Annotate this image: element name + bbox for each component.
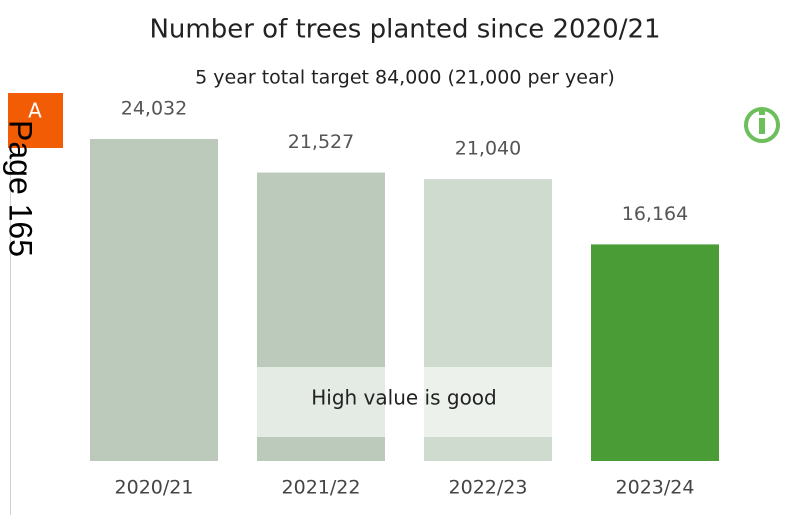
info-icon[interactable] bbox=[744, 107, 780, 143]
value-label: 21,527 bbox=[288, 131, 354, 153]
chart-subtitle: 5 year total target 84,000 (21,000 per y… bbox=[195, 67, 615, 89]
annotation: High value is good bbox=[311, 386, 497, 410]
chart-title: Number of trees planted since 2020/21 bbox=[149, 15, 660, 45]
x-tick-label: 2021/22 bbox=[282, 477, 361, 499]
value-label: 24,032 bbox=[121, 97, 187, 119]
x-tick-label: 2023/24 bbox=[616, 477, 695, 499]
value-label: 16,164 bbox=[622, 203, 688, 225]
info-circle[interactable] bbox=[744, 107, 780, 143]
bar bbox=[591, 244, 719, 461]
info-stem[interactable] bbox=[759, 118, 765, 134]
value-label: 21,040 bbox=[455, 138, 521, 160]
badge-box bbox=[8, 93, 63, 148]
page-label: Page 165 bbox=[3, 120, 39, 257]
badge: A bbox=[28, 99, 42, 123]
x-tick-label: 2022/23 bbox=[449, 477, 528, 499]
bar bbox=[90, 138, 218, 462]
annotation-band bbox=[257, 367, 552, 437]
info-dot[interactable] bbox=[759, 110, 765, 115]
x-tick-label: 2020/21 bbox=[115, 477, 194, 499]
